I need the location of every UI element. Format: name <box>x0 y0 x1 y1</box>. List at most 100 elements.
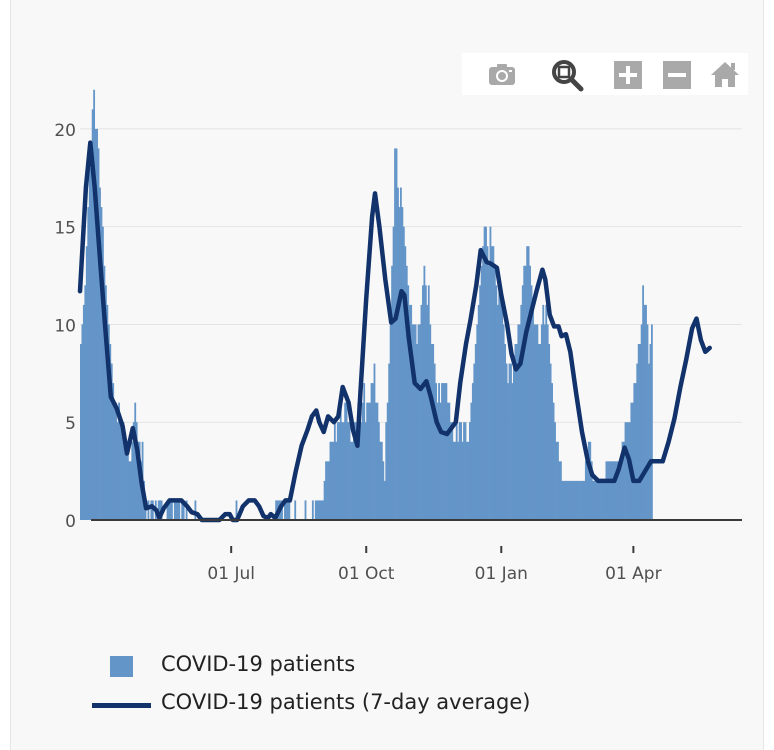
bar[interactable] <box>442 383 445 520</box>
bar[interactable] <box>529 265 531 520</box>
bar[interactable] <box>523 265 526 520</box>
bar[interactable] <box>354 422 357 520</box>
bar[interactable] <box>496 304 499 520</box>
bar[interactable] <box>426 304 429 520</box>
bar[interactable] <box>399 187 402 520</box>
bar[interactable] <box>102 226 104 521</box>
bar[interactable] <box>389 324 392 520</box>
bar[interactable] <box>559 461 562 520</box>
bar[interactable] <box>593 480 596 520</box>
bar[interactable] <box>461 441 464 520</box>
bar[interactable] <box>382 461 385 520</box>
bar[interactable] <box>173 500 176 520</box>
bar[interactable] <box>590 461 593 520</box>
bar[interactable] <box>419 324 421 520</box>
bar[interactable] <box>355 441 358 520</box>
bar[interactable] <box>624 422 627 520</box>
bar[interactable] <box>530 285 533 520</box>
bar[interactable] <box>329 441 332 520</box>
bar[interactable] <box>80 344 82 520</box>
bar[interactable] <box>325 461 327 520</box>
bar[interactable] <box>360 422 363 520</box>
bar[interactable] <box>122 422 125 520</box>
bar[interactable] <box>457 441 460 520</box>
bar[interactable] <box>181 500 184 520</box>
bar[interactable] <box>397 187 399 520</box>
download-png-button[interactable] <box>480 53 524 95</box>
bar[interactable] <box>97 148 100 520</box>
bar[interactable] <box>486 246 489 520</box>
bar[interactable] <box>627 422 630 520</box>
bar[interactable] <box>134 402 137 520</box>
bar[interactable] <box>580 480 583 520</box>
bar[interactable] <box>328 461 330 520</box>
bar[interactable] <box>392 226 395 521</box>
bar[interactable] <box>604 480 606 520</box>
bar[interactable] <box>521 285 524 520</box>
reset-axes-button[interactable] <box>703 53 747 95</box>
bar[interactable] <box>527 246 530 520</box>
bar[interactable] <box>100 207 103 521</box>
bar[interactable] <box>438 383 440 520</box>
bar[interactable] <box>558 461 561 520</box>
bar[interactable] <box>235 500 238 520</box>
bar[interactable] <box>546 324 549 520</box>
bar[interactable] <box>176 500 179 520</box>
bar[interactable] <box>483 226 486 521</box>
bar[interactable] <box>606 461 609 520</box>
bar[interactable] <box>344 402 347 520</box>
bar[interactable] <box>576 480 578 520</box>
bar[interactable] <box>377 422 380 520</box>
bar[interactable] <box>642 285 645 520</box>
bar[interactable] <box>495 285 498 520</box>
bar[interactable] <box>363 383 366 520</box>
bar[interactable] <box>124 441 126 520</box>
bar[interactable] <box>128 461 131 520</box>
bar[interactable] <box>323 480 326 520</box>
bar[interactable] <box>361 402 364 520</box>
bar[interactable] <box>620 461 622 520</box>
bar[interactable] <box>518 324 521 520</box>
bar[interactable] <box>526 246 529 520</box>
bar[interactable] <box>514 344 517 520</box>
bar[interactable] <box>335 441 338 520</box>
bar[interactable] <box>574 480 577 520</box>
bar[interactable] <box>109 344 112 520</box>
bar[interactable] <box>175 500 178 520</box>
bar[interactable] <box>498 285 501 520</box>
bar[interactable] <box>96 128 98 520</box>
bar[interactable] <box>537 344 540 520</box>
bar[interactable] <box>640 324 643 520</box>
bar[interactable] <box>598 480 600 520</box>
bar[interactable] <box>649 344 652 520</box>
bar[interactable] <box>542 304 545 520</box>
bar[interactable] <box>561 480 564 520</box>
bar[interactable] <box>609 461 612 520</box>
bar[interactable] <box>565 480 568 520</box>
bar[interactable] <box>150 500 153 520</box>
bar[interactable] <box>587 441 590 520</box>
bar[interactable] <box>646 324 649 520</box>
bar[interactable] <box>115 402 118 520</box>
bar[interactable] <box>540 324 543 520</box>
bar[interactable] <box>444 383 446 520</box>
bar[interactable] <box>595 480 598 520</box>
bar[interactable] <box>548 344 551 520</box>
bar[interactable] <box>116 422 119 520</box>
bar[interactable] <box>532 304 534 520</box>
bar[interactable] <box>182 500 185 520</box>
bar[interactable] <box>448 402 451 520</box>
bar[interactable] <box>508 363 511 520</box>
bar[interactable] <box>423 265 426 520</box>
bar[interactable] <box>168 500 170 520</box>
bar[interactable] <box>634 383 637 520</box>
bar[interactable] <box>358 422 361 520</box>
bar[interactable] <box>367 402 370 520</box>
bar[interactable] <box>592 480 595 520</box>
bar[interactable] <box>621 441 624 520</box>
bar[interactable] <box>464 422 467 520</box>
bar[interactable] <box>436 402 439 520</box>
bar[interactable] <box>281 500 283 520</box>
bar[interactable] <box>350 441 352 520</box>
bar[interactable] <box>118 402 120 520</box>
